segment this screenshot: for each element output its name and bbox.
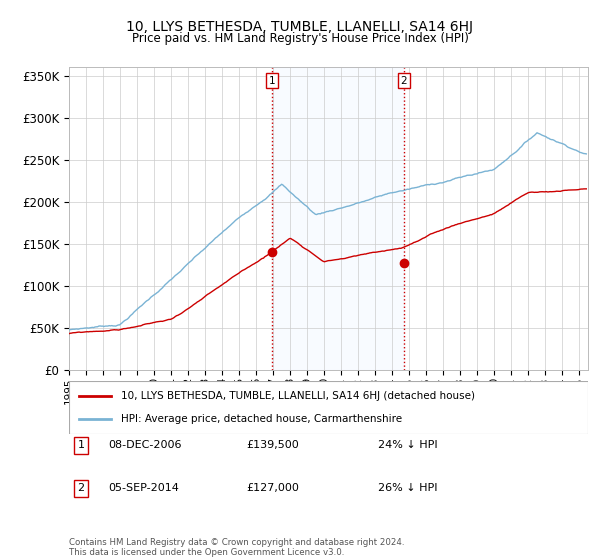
FancyBboxPatch shape [69,381,588,434]
Bar [272,67,404,370]
Text: 08-DEC-2006: 08-DEC-2006 [108,440,182,450]
Text: Price paid vs. HM Land Registry's House Price Index (HPI): Price paid vs. HM Land Registry's House … [131,32,469,45]
Text: HPI: Average price, detached house, Carmarthenshire: HPI: Average price, detached house, Carm… [121,414,402,424]
Text: 24% ↓ HPI: 24% ↓ HPI [378,440,437,450]
Text: 10, LLYS BETHESDA, TUMBLE, LLANELLI, SA14 6HJ (detached house): 10, LLYS BETHESDA, TUMBLE, LLANELLI, SA1… [121,391,475,401]
Text: £127,000: £127,000 [246,483,299,493]
Text: 1: 1 [269,76,275,86]
Text: 05-SEP-2014: 05-SEP-2014 [108,483,179,493]
Text: 10, LLYS BETHESDA, TUMBLE, LLANELLI, SA14 6HJ: 10, LLYS BETHESDA, TUMBLE, LLANELLI, SA1… [127,20,473,34]
Text: 1: 1 [77,440,85,450]
Text: 2: 2 [400,76,407,86]
Text: Contains HM Land Registry data © Crown copyright and database right 2024.
This d: Contains HM Land Registry data © Crown c… [69,538,404,557]
Text: 2: 2 [77,483,85,493]
Text: 26% ↓ HPI: 26% ↓ HPI [378,483,437,493]
Text: £139,500: £139,500 [246,440,299,450]
